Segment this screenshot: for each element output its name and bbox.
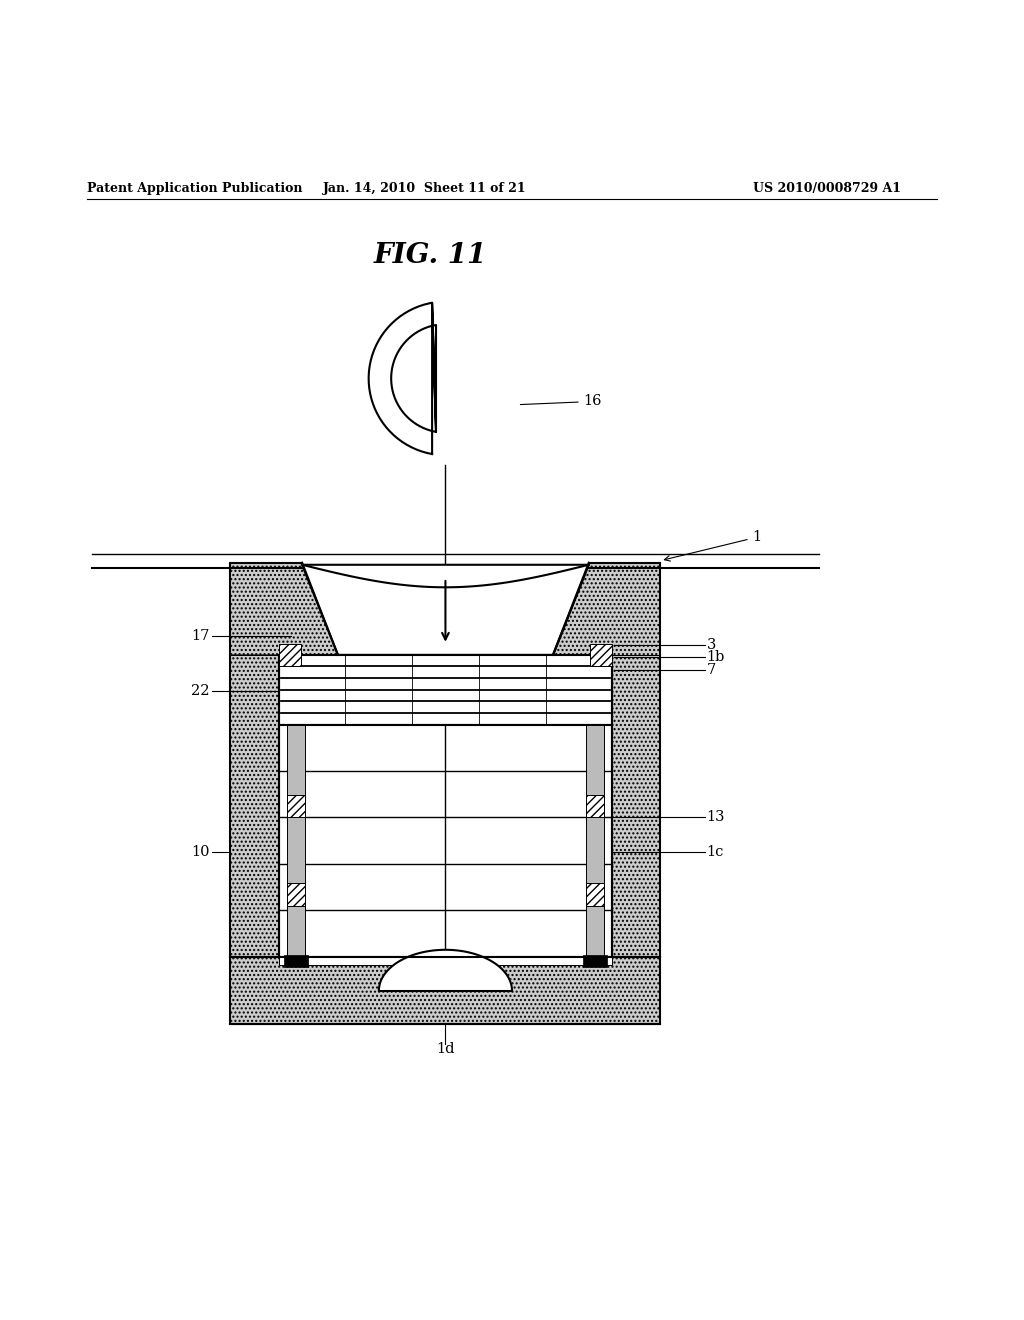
Bar — [230, 957, 660, 1023]
Bar — [586, 883, 604, 906]
Polygon shape — [612, 655, 660, 957]
Text: 3: 3 — [707, 638, 716, 652]
Bar — [287, 795, 305, 817]
Bar — [284, 954, 308, 968]
Polygon shape — [553, 562, 660, 655]
Text: 1c: 1c — [707, 845, 724, 859]
Text: Patent Application Publication: Patent Application Publication — [87, 182, 302, 195]
Text: 1: 1 — [665, 531, 762, 561]
Bar — [583, 954, 607, 968]
Text: US 2010/0008729 A1: US 2010/0008729 A1 — [753, 182, 901, 195]
Polygon shape — [302, 565, 589, 655]
Text: 1b: 1b — [707, 649, 725, 664]
Bar — [586, 795, 604, 817]
Bar — [590, 644, 612, 667]
Bar — [279, 725, 612, 957]
Bar — [586, 725, 604, 957]
Polygon shape — [230, 562, 338, 655]
Bar — [287, 725, 305, 957]
Bar — [279, 655, 612, 725]
Text: 10: 10 — [191, 845, 210, 859]
Text: 7: 7 — [707, 663, 716, 677]
Bar — [279, 957, 612, 965]
Bar — [279, 644, 301, 667]
Text: 16: 16 — [520, 395, 602, 408]
Text: 17: 17 — [191, 630, 210, 643]
Text: 22: 22 — [191, 684, 210, 698]
Polygon shape — [369, 302, 436, 454]
Text: 1d: 1d — [436, 1041, 455, 1056]
Text: FIG. 11: FIG. 11 — [374, 242, 486, 269]
Bar — [287, 883, 305, 906]
Text: 13: 13 — [707, 810, 725, 825]
Polygon shape — [230, 655, 279, 957]
Text: Jan. 14, 2010  Sheet 11 of 21: Jan. 14, 2010 Sheet 11 of 21 — [324, 182, 526, 195]
